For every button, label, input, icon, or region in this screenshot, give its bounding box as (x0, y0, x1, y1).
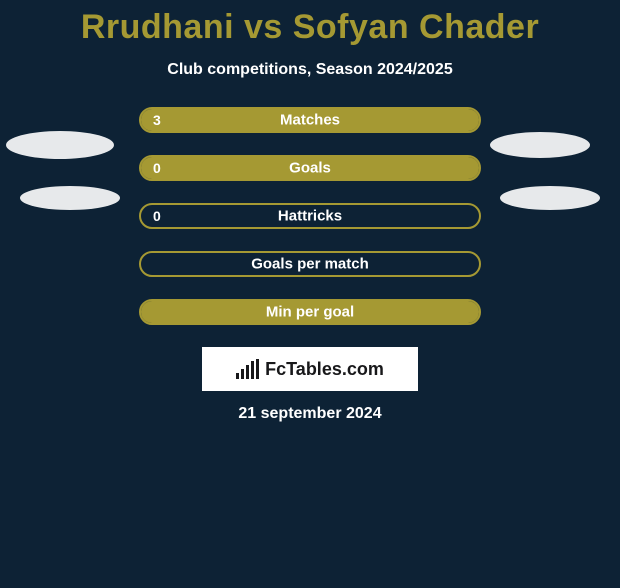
stat-value-left: 0 (153, 208, 161, 224)
stat-label: Min per goal (266, 304, 354, 321)
logo-text: FcTables.com (265, 359, 384, 380)
highlight-spot (6, 131, 114, 159)
highlight-spot (490, 132, 590, 158)
page-title: Rrudhani vs Sofyan Chader (0, 8, 620, 47)
stat-pill: Goals per match (139, 251, 481, 277)
stat-label: Hattricks (278, 208, 342, 225)
date-text: 21 september 2024 (0, 405, 620, 423)
stat-pill: Hattricks 0 (139, 203, 481, 229)
stat-row: Matches 3 (0, 107, 620, 133)
stat-label: Goals (289, 160, 331, 177)
highlight-spot (500, 186, 600, 210)
stat-row: Goals 0 (0, 155, 620, 181)
stat-row: Goals per match (0, 251, 620, 277)
stat-label: Matches (280, 112, 340, 129)
stat-row: Min per goal (0, 299, 620, 325)
stat-pill: Min per goal (139, 299, 481, 325)
subtitle: Club competitions, Season 2024/2025 (0, 61, 620, 79)
stat-pill: Goals 0 (139, 155, 481, 181)
chart-icon (236, 359, 259, 379)
stat-pill: Matches 3 (139, 107, 481, 133)
highlight-spot (20, 186, 120, 210)
stat-value-left: 3 (153, 112, 161, 128)
stat-value-left: 0 (153, 160, 161, 176)
stat-label: Goals per match (251, 256, 369, 273)
logo-box: FcTables.com (202, 347, 418, 391)
